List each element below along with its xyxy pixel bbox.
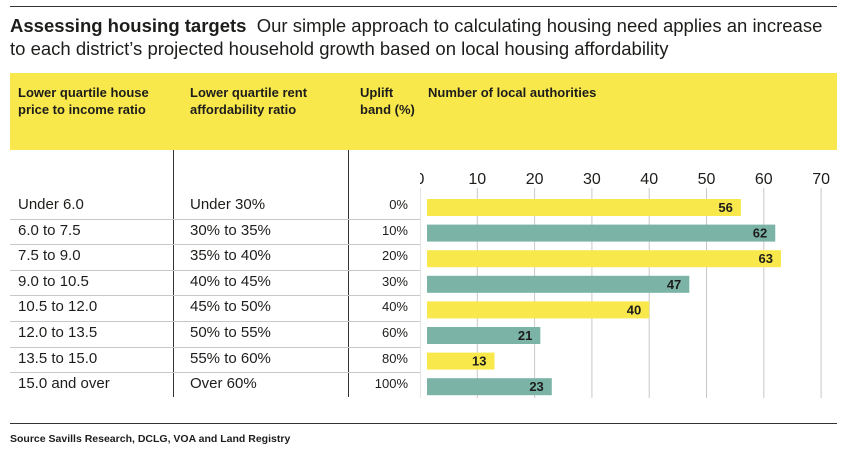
row-divider — [10, 295, 420, 297]
x-tick-label: 30 — [583, 171, 601, 188]
row-rent-range: Over 60% — [190, 375, 257, 393]
header-band — [10, 73, 837, 150]
row-uplift-band: 0% — [389, 197, 408, 212]
x-tick-label: 50 — [698, 171, 716, 188]
x-tick-label: 0 — [420, 171, 425, 188]
row-rent-range: 35% to 40% — [190, 247, 271, 265]
row-uplift-band: 40% — [381, 299, 408, 315]
bar — [427, 275, 690, 293]
row-rent-range: Under 30% — [190, 196, 266, 213]
row-rent-range: 30% to 35% — [190, 221, 271, 239]
bar-value-label: 62 — [753, 226, 767, 241]
row-divider — [10, 346, 420, 348]
top-rule — [10, 6, 837, 7]
row-rent-range: 40% to 45% — [190, 272, 271, 290]
row-uplift-band: 100% — [374, 376, 408, 392]
x-tick-label: 70 — [812, 171, 830, 188]
row-divider — [10, 372, 420, 374]
row-price-range: 6.0 to 7.5 — [18, 221, 81, 239]
x-tick-label: 60 — [755, 171, 773, 188]
x-tick-label: 10 — [468, 171, 486, 188]
header-count: Number of local authorities — [428, 85, 597, 100]
bar-value-label: 23 — [529, 379, 543, 394]
bar-value-label: 56 — [718, 200, 732, 215]
row-price-range: 9.0 to 10.5 — [18, 272, 89, 290]
row-divider — [10, 244, 420, 246]
bar — [427, 301, 650, 319]
row-uplift-band: 20% — [381, 248, 408, 264]
row-divider — [10, 321, 420, 322]
bar — [427, 352, 495, 370]
header-rent: Lower quartile rent affordability ratio — [190, 85, 308, 117]
bottom-rule — [10, 423, 837, 424]
row-price-range: Under 6.0 — [18, 196, 84, 213]
row-price-range: 10.5 to 12.0 — [18, 298, 98, 316]
row-price-range: 12.0 to 13.5 — [18, 324, 98, 341]
bar-value-label: 21 — [518, 328, 532, 343]
row-price-range: 7.5 to 9.0 — [18, 247, 81, 265]
row-divider — [10, 269, 420, 271]
bar — [427, 327, 541, 344]
source-note: Source Savills Research, DCLG, VOA and L… — [10, 433, 291, 445]
column-divider-2 — [348, 150, 349, 397]
title-bold: Assessing housing targets — [10, 15, 247, 36]
row-uplift-band: 60% — [381, 325, 408, 340]
row-uplift-band: 10% — [381, 222, 408, 238]
row-price-range: 15.0 and over — [18, 375, 110, 393]
x-tick-label: 20 — [526, 171, 544, 188]
column-divider-1 — [173, 150, 174, 397]
x-tick-label: 40 — [640, 171, 658, 188]
bar — [427, 199, 741, 216]
row-uplift-band: 80% — [381, 350, 408, 366]
row-rent-range: 50% to 55% — [190, 324, 271, 341]
bar-value-label: 13 — [472, 354, 486, 369]
row-price-range: 13.5 to 15.0 — [18, 349, 98, 367]
bar-value-label: 40 — [627, 302, 641, 317]
bar — [427, 250, 781, 268]
bar-chart: 0 10 20 30 40 50 60 70 56 62 63 47 40 21 13 23 — [420, 171, 830, 398]
bar — [427, 224, 776, 242]
bar-value-label: 63 — [759, 251, 773, 266]
header-uplift: Uplift band (%) — [360, 85, 415, 117]
bar-value-label: 47 — [667, 277, 681, 292]
row-uplift-band: 30% — [381, 273, 408, 289]
row-rent-range: 45% to 50% — [190, 298, 271, 316]
title-text: Our simple approach to calculating housi… — [10, 15, 823, 59]
bar — [427, 378, 552, 396]
page-title: Assessing housing targets Our simple app… — [10, 14, 837, 60]
row-divider — [10, 218, 420, 220]
row-rent-range: 55% to 60% — [190, 349, 271, 367]
header-house-price: Lower quartile house price to income rat… — [18, 85, 149, 117]
